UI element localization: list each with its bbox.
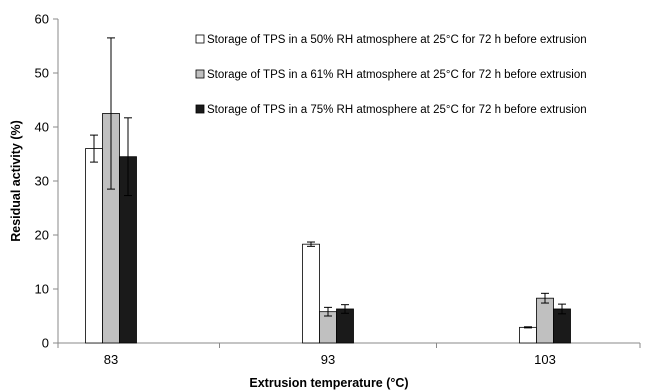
x-axis-title: Extrusion temperature (°C) [249, 376, 408, 390]
bar [536, 297, 554, 344]
y-tick-label: 10 [35, 282, 49, 297]
y-tick-label: 30 [35, 174, 49, 189]
y-tick-label: 0 [42, 336, 49, 351]
bars [85, 37, 571, 344]
legend-swatch [195, 34, 205, 44]
y-axis-title: Residual activity (%) [9, 120, 23, 242]
axes: 0 10 20 30 40 50 60 83 93 103 [35, 12, 641, 367]
legend-swatch [195, 104, 205, 114]
legend: Storage of TPS in a 50% RH atmosphere at… [195, 34, 587, 116]
y-tick-label: 40 [35, 120, 49, 135]
bar [336, 308, 354, 344]
legend-label: Storage of TPS in a 61% RH atmosphere at… [207, 69, 587, 81]
y-tick-label: 50 [35, 66, 49, 81]
x-tick-label: 93 [321, 352, 335, 367]
x-tick-label: 103 [534, 352, 556, 367]
bar [85, 148, 103, 344]
x-tick-label: 83 [104, 352, 118, 367]
legend-swatch [195, 69, 205, 79]
y-tick-label: 20 [35, 228, 49, 243]
bar [519, 326, 537, 344]
legend-label: Storage of TPS in a 75% RH atmosphere at… [207, 104, 587, 116]
legend-label: Storage of TPS in a 50% RH atmosphere at… [207, 34, 587, 46]
y-tick-label: 60 [35, 12, 49, 27]
bar [302, 243, 320, 344]
